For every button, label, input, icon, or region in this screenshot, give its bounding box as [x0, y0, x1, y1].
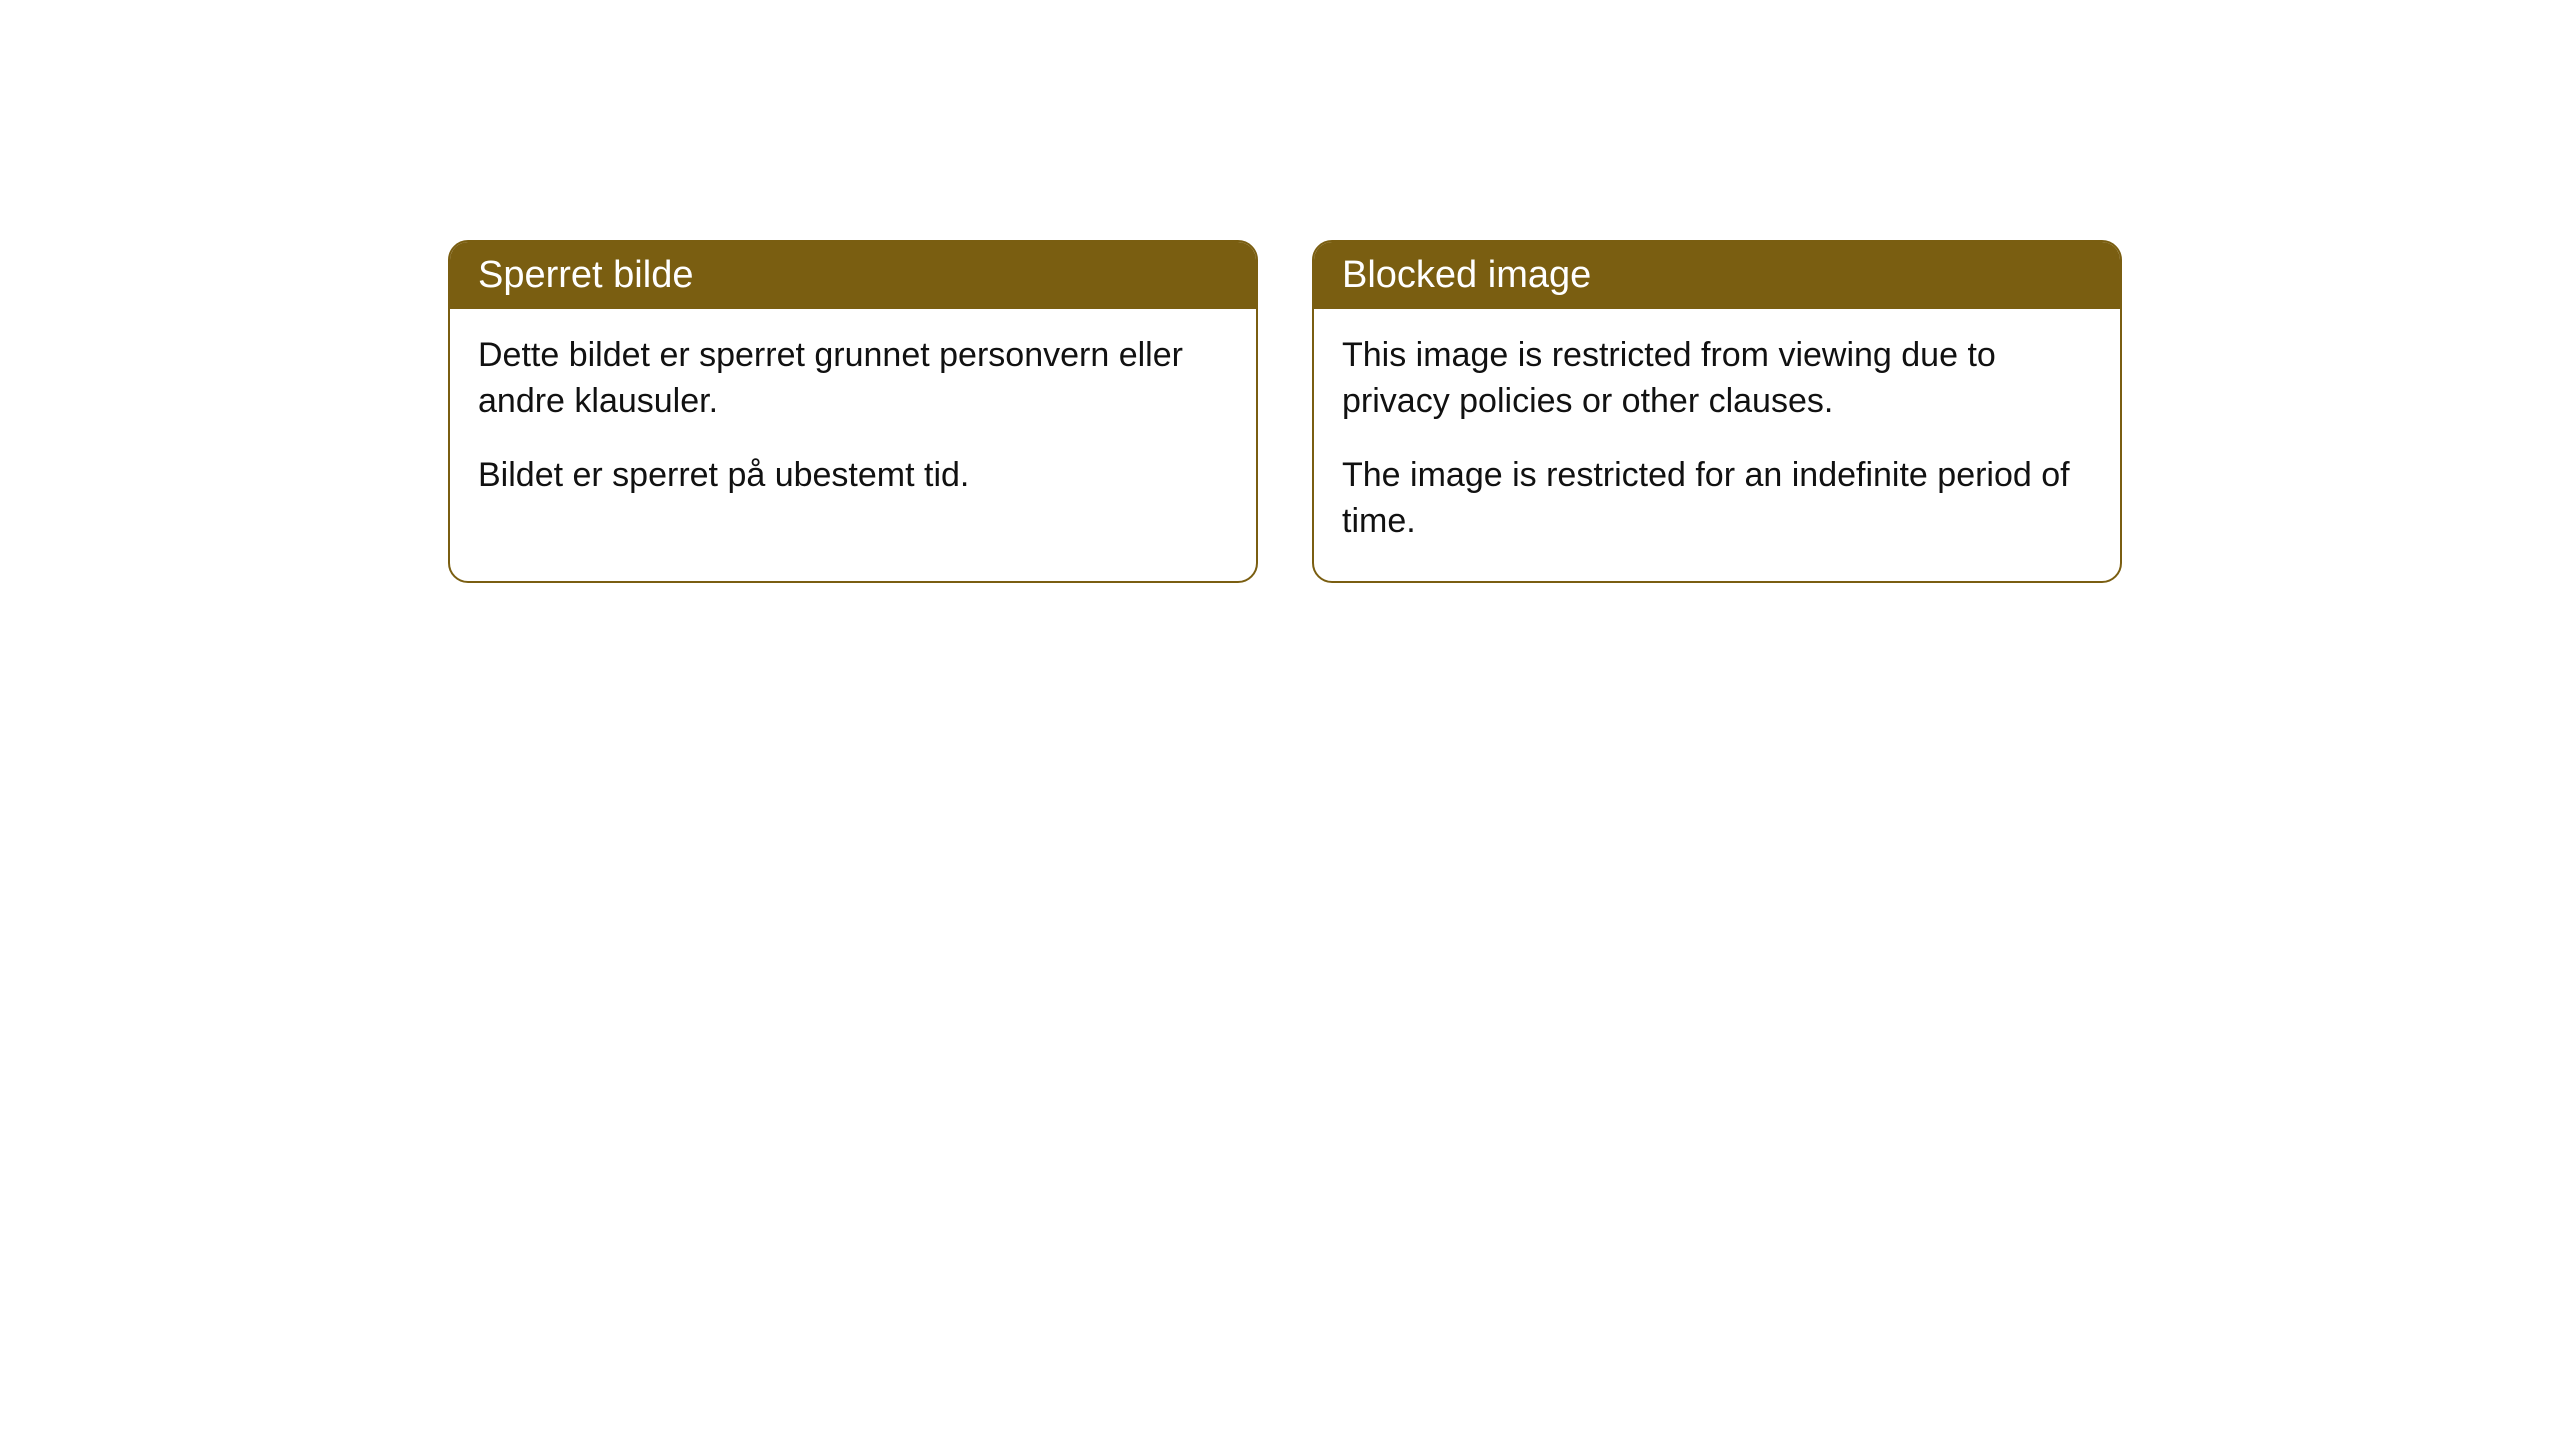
- notice-paragraph: Dette bildet er sperret grunnet personve…: [478, 333, 1228, 425]
- card-header: Sperret bilde: [450, 242, 1256, 309]
- card-header: Blocked image: [1314, 242, 2120, 309]
- notice-card-norwegian: Sperret bilde Dette bildet er sperret gr…: [448, 240, 1258, 583]
- notice-paragraph: The image is restricted for an indefinit…: [1342, 453, 2092, 545]
- notice-card-english: Blocked image This image is restricted f…: [1312, 240, 2122, 583]
- notice-paragraph: Bildet er sperret på ubestemt tid.: [478, 453, 1228, 499]
- notice-paragraph: This image is restricted from viewing du…: [1342, 333, 2092, 425]
- card-body: Dette bildet er sperret grunnet personve…: [450, 309, 1256, 535]
- card-body: This image is restricted from viewing du…: [1314, 309, 2120, 581]
- notice-container: Sperret bilde Dette bildet er sperret gr…: [0, 0, 2560, 583]
